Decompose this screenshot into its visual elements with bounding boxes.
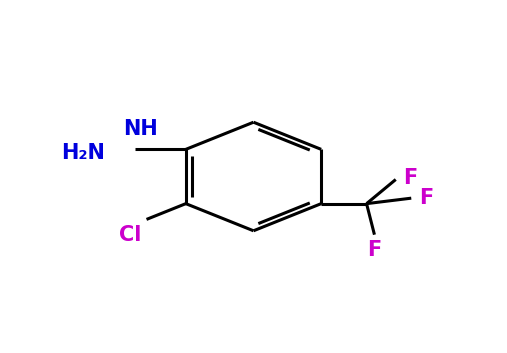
Text: Cl: Cl xyxy=(119,225,141,245)
Text: F: F xyxy=(403,168,418,188)
Text: H₂N: H₂N xyxy=(61,143,105,163)
Text: NH: NH xyxy=(123,119,158,139)
Text: F: F xyxy=(419,188,433,208)
Text: F: F xyxy=(367,240,382,260)
